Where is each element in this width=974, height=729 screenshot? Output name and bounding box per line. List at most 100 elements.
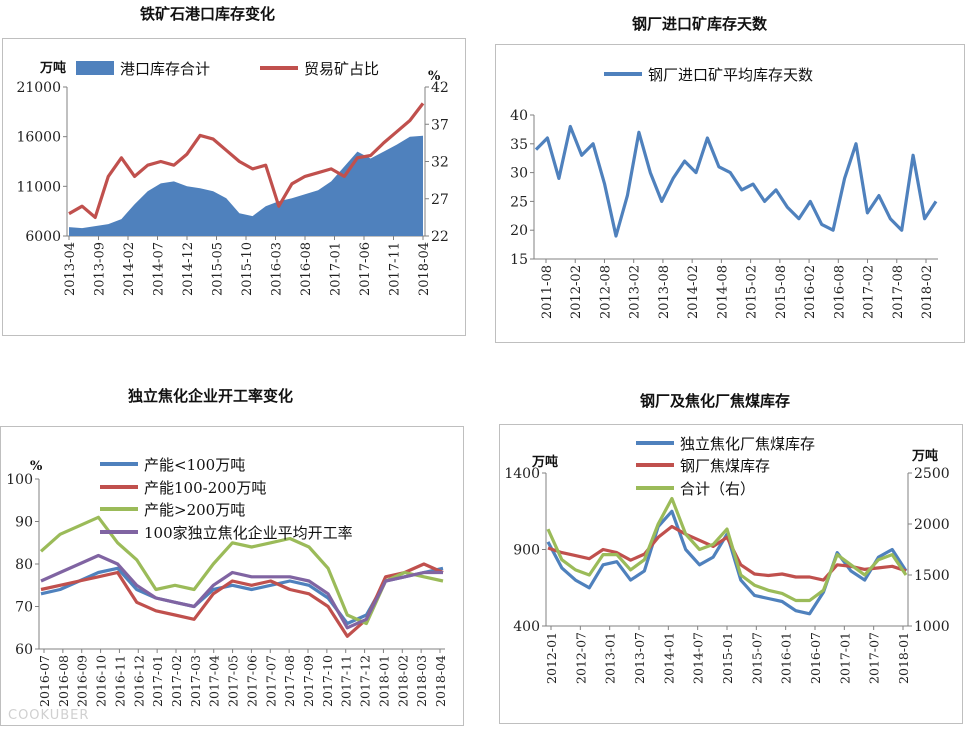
chart1-series-1-line xyxy=(68,102,425,219)
chart1-xtick-label: 2017-06 xyxy=(358,242,373,296)
chart3-legend-label: 产能<100万吨 xyxy=(144,456,245,474)
chart1-xtick-label: 2015-05 xyxy=(211,242,226,296)
chart4-xtick-label: 2016-07 xyxy=(808,632,823,684)
chart3-xtick-label: 2017-12 xyxy=(358,655,373,707)
chart1-xtick-label: 2017-11 xyxy=(388,242,403,296)
chart3-xtick-label: 2017-11 xyxy=(339,655,354,707)
chart1-title: 铁矿石港口库存变化 xyxy=(140,5,276,23)
chart1-ytick-label: 6000 xyxy=(25,229,61,245)
chart1-legend-label: 贸易矿占比 xyxy=(304,60,379,78)
chart2-panel xyxy=(495,44,965,343)
chart4-xtick-label: 2017-01 xyxy=(837,632,852,684)
chart2-xtick-label: 2013-08 xyxy=(657,265,672,319)
chart4-ytick-label: 900 xyxy=(513,543,540,559)
chart3-xtick-label: 2017-04 xyxy=(207,655,222,707)
chart4-legend-label: 钢厂焦煤库存 xyxy=(680,457,770,475)
chart1-xtick-label: 2013-04 xyxy=(63,242,78,296)
chart2-xtick-label: 2014-08 xyxy=(715,265,730,319)
chart3-series-3-line xyxy=(40,553,443,630)
chart1-xtick-label: 2014-12 xyxy=(181,242,196,296)
chart2-title: 钢厂进口矿库存天数 xyxy=(632,15,768,33)
chart1-xtick-label: 2017-01 xyxy=(329,242,344,296)
chart2-ytick-label: 20 xyxy=(510,223,528,239)
chart2-xtick-label: 2016-08 xyxy=(832,265,847,319)
chart1-xtick-label: 2016-03 xyxy=(270,242,285,296)
chart3-xtick-label: 2017-07 xyxy=(263,655,278,707)
chart3-ytick-label: 70 xyxy=(15,600,33,616)
chart4-panel xyxy=(499,424,963,724)
chart1-ytick-label: 21000 xyxy=(16,80,61,96)
watermark: COOKUBER xyxy=(8,708,90,723)
chart1-xtick-label: 2015-10 xyxy=(240,242,255,296)
chart3-xtick-label: 2017-06 xyxy=(244,655,259,707)
chart4-ylabel-left: 万吨 xyxy=(531,454,558,470)
chart2-ytick-label: 40 xyxy=(510,108,528,124)
chart2-series-0-line xyxy=(534,124,938,238)
chart3-xtick-label: 2018-01 xyxy=(376,655,391,707)
chart4-legend-label: 独立焦化厂焦煤库存 xyxy=(680,435,815,453)
chart2-xtick-label: 2014-02 xyxy=(686,265,701,319)
chart2-xtick-label: 2016-02 xyxy=(803,265,818,319)
chart2-xtick-label: 2018-02 xyxy=(920,265,935,319)
chart3-xtick-label: 2017-09 xyxy=(301,655,316,707)
chart3-ytick-label: 60 xyxy=(15,642,33,658)
chart3-legend-label: 100家独立焦化企业平均开工率 xyxy=(144,524,353,542)
chart4-xtick-label: 2013-01 xyxy=(603,632,618,684)
chart1-xtick-label: 2016-08 xyxy=(299,242,314,296)
chart3-xtick-label: 2016-08 xyxy=(56,655,71,707)
chart2-xtick-label: 2013-02 xyxy=(628,265,643,319)
chart1-ytick-right-label: 37 xyxy=(431,117,449,133)
chart1-xtick-label: 2018-04 xyxy=(417,242,432,296)
chart4-legend-label: 合计（右） xyxy=(680,480,755,498)
chart4-ytick-label: 1400 xyxy=(504,466,540,482)
chart3-ytick-label: 100 xyxy=(6,472,33,488)
chart1-ytick-label: 11000 xyxy=(16,179,61,195)
chart4-title: 钢厂及焦化厂焦煤库存 xyxy=(640,392,791,410)
chart4-xtick-label: 2018-01 xyxy=(896,632,911,684)
chart3-xtick-label: 2016-10 xyxy=(94,655,109,707)
chart1-xtick-label: 2013-09 xyxy=(93,242,108,296)
chart2-ytick-label: 30 xyxy=(510,166,528,182)
chart4-xtick-label: 2014-01 xyxy=(661,632,676,684)
chart3-xtick-label: 2017-03 xyxy=(188,655,203,707)
chart4-ylabel-right: 万吨 xyxy=(911,448,938,464)
chart2-legend-label: 钢厂进口矿平均库存天数 xyxy=(648,66,813,84)
chart3-xtick-label: 2016-11 xyxy=(112,655,127,707)
chart2-xtick-label: 2012-08 xyxy=(598,265,613,319)
chart2-xtick-label: 2017-08 xyxy=(891,265,906,319)
chart4-ytick-right-label: 2000 xyxy=(914,517,950,533)
chart3-xtick-label: 2017-10 xyxy=(320,655,335,707)
chart3-xtick-label: 2016-12 xyxy=(131,655,146,707)
chart3-ytick-label: 90 xyxy=(15,515,33,531)
chart2-xtick-label: 2015-02 xyxy=(745,265,760,319)
chart4-series-1-line xyxy=(547,524,907,582)
chart1-legend-label: 港口库存合计 xyxy=(120,60,210,78)
chart1-ytick-right-label: 42 xyxy=(431,80,449,96)
chart3-xtick-label: 2017-08 xyxy=(282,655,297,707)
chart3-xtick-label: 2017-01 xyxy=(150,655,165,707)
chart3-xtick-label: 2018-04 xyxy=(433,655,448,707)
chart2-ytick-label: 25 xyxy=(510,194,528,210)
chart4-xtick-label: 2015-01 xyxy=(720,632,735,684)
chart3-xtick-label: 2018-02 xyxy=(395,655,410,707)
chart1-xtick-label: 2014-07 xyxy=(152,242,167,296)
chart4-xtick-label: 2012-07 xyxy=(573,632,588,684)
chart4-ytick-label: 400 xyxy=(513,619,540,635)
chart3-ytick-label: 80 xyxy=(15,557,33,573)
chart3-legend-label: 产能100-200万吨 xyxy=(144,479,266,497)
chart3-xtick-label: 2016-07 xyxy=(37,655,52,707)
chart2-xtick-label: 2015-08 xyxy=(774,265,789,319)
chart1-series-0-area xyxy=(69,135,423,236)
chart1-ylabel-right: % xyxy=(428,69,441,84)
chart3-legend-label: 产能>200万吨 xyxy=(144,501,245,519)
chart4-xtick-label: 2012-01 xyxy=(544,632,559,684)
chart2-ytick-label: 35 xyxy=(510,137,528,153)
chart1-legend-swatch xyxy=(76,61,114,75)
chart2-xtick-label: 2012-02 xyxy=(569,265,584,319)
chart4-xtick-label: 2017-07 xyxy=(867,632,882,684)
chart3-xtick-label: 2017-02 xyxy=(169,655,184,707)
chart4-ytick-right-label: 1500 xyxy=(914,568,950,584)
